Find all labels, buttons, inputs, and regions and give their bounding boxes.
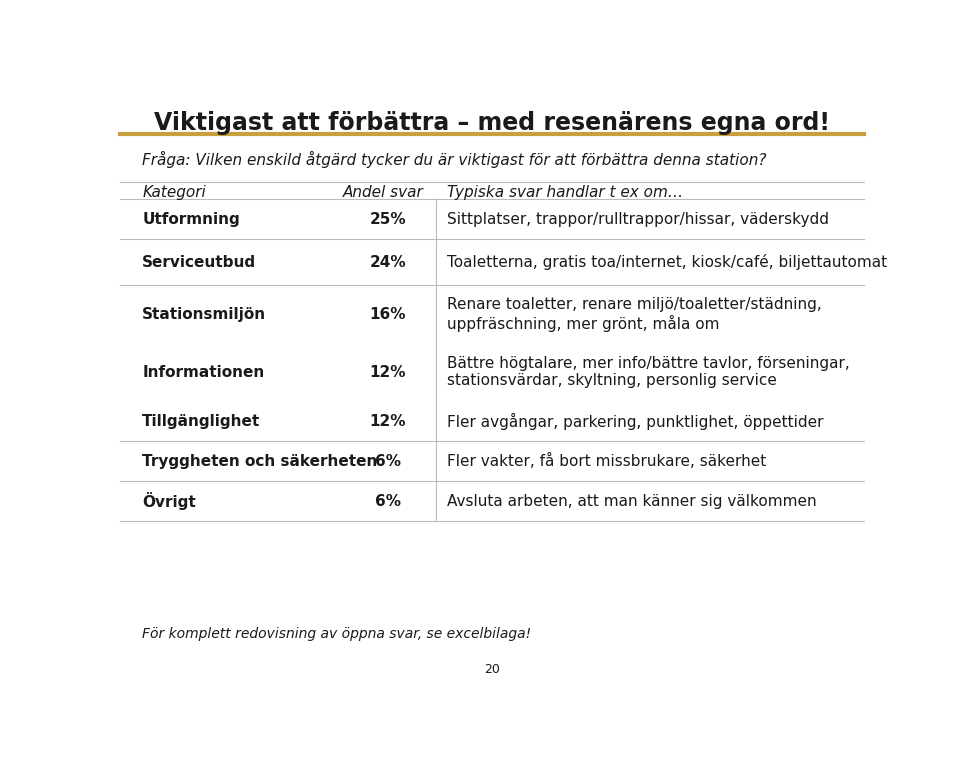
Text: Serviceutbud: Serviceutbud — [142, 255, 256, 270]
Text: Övrigt: Övrigt — [142, 493, 196, 510]
Text: Fler avgångar, parkering, punktlighet, öppettider: Fler avgångar, parkering, punktlighet, ö… — [447, 413, 824, 430]
Text: 24%: 24% — [370, 255, 406, 270]
Text: Typiska svar handlar t ex om…: Typiska svar handlar t ex om… — [447, 185, 684, 199]
Text: 12%: 12% — [370, 365, 406, 380]
Text: Informationen: Informationen — [142, 365, 265, 380]
Text: Stationsmiljön: Stationsmiljön — [142, 306, 267, 322]
Text: Renare toaletter, renare miljö/toaletter/städning,
uppfräschning, mer grönt, mål: Renare toaletter, renare miljö/toaletter… — [447, 297, 822, 332]
Text: Bättre högtalare, mer info/bättre tavlor, förseningar,
stationsvärdar, skyltning: Bättre högtalare, mer info/bättre tavlor… — [447, 356, 851, 388]
Text: 16%: 16% — [370, 306, 406, 322]
Text: Sittplatser, trappor/rulltrappor/hissar, väderskydd: Sittplatser, trappor/rulltrappor/hissar,… — [447, 212, 829, 227]
Text: Toaletterna, gratis toa/internet, kiosk/café, biljettautomat: Toaletterna, gratis toa/internet, kiosk/… — [447, 254, 887, 270]
Text: Tryggheten och säkerheten: Tryggheten och säkerheten — [142, 453, 377, 469]
Text: Fler vakter, få bort missbrukare, säkerhet: Fler vakter, få bort missbrukare, säkerh… — [447, 453, 767, 469]
Text: Tillgänglighet: Tillgänglighet — [142, 414, 260, 428]
Text: Viktigast att förbättra – med resenärens egna ord!: Viktigast att förbättra – med resenärens… — [154, 111, 830, 135]
Text: Kategori: Kategori — [142, 185, 206, 199]
Text: För komplett redovisning av öppna svar, se excelbilaga!: För komplett redovisning av öppna svar, … — [142, 627, 532, 641]
Text: Avsluta arbeten, att man känner sig välkommen: Avsluta arbeten, att man känner sig välk… — [447, 494, 817, 509]
Text: Utformning: Utformning — [142, 212, 240, 227]
Text: 25%: 25% — [370, 212, 406, 227]
Text: 6%: 6% — [374, 494, 401, 509]
Text: 6%: 6% — [374, 453, 401, 469]
Text: 12%: 12% — [370, 414, 406, 428]
Text: 20: 20 — [484, 663, 500, 676]
Text: Fråga: Vilken enskild åtgärd tycker du är viktigast för att förbättra denna stat: Fråga: Vilken enskild åtgärd tycker du ä… — [142, 151, 767, 168]
Text: Andel svar: Andel svar — [344, 185, 424, 199]
